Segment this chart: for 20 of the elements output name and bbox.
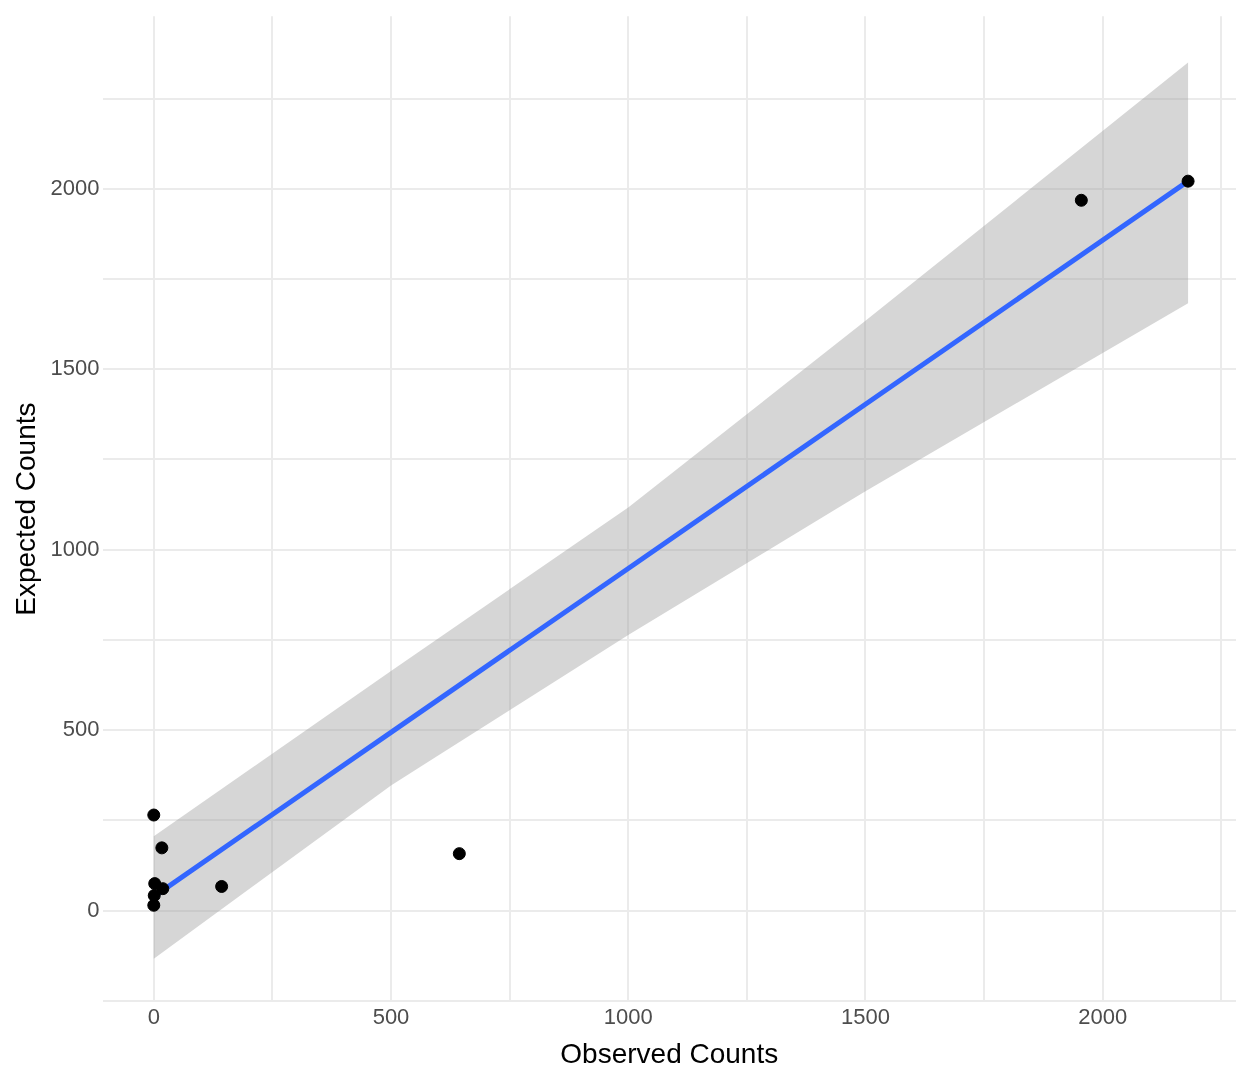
x-tick-label: 1000 (603, 1004, 653, 1030)
point (147, 808, 161, 822)
y-tick-label: 0 (87, 896, 100, 922)
x-tick-label: 1500 (840, 1004, 890, 1030)
y-axis-title: Expected Counts (9, 402, 41, 616)
point (215, 879, 229, 893)
x-tick-label: 0 (147, 1004, 160, 1030)
x-tick-label: 500 (372, 1004, 410, 1030)
point (147, 898, 161, 912)
x-tick-label: 2000 (1078, 1004, 1128, 1030)
point (1074, 193, 1088, 207)
y-tick-label: 1500 (50, 355, 100, 381)
y-tick-label: 2000 (50, 174, 100, 200)
y-tick-label: 500 (62, 716, 100, 742)
point (452, 847, 466, 861)
y-tick-label: 1000 (50, 535, 100, 561)
point (1181, 174, 1195, 188)
x-axis-title: Observed Counts (560, 1037, 779, 1069)
point (155, 841, 169, 855)
point (156, 882, 170, 896)
